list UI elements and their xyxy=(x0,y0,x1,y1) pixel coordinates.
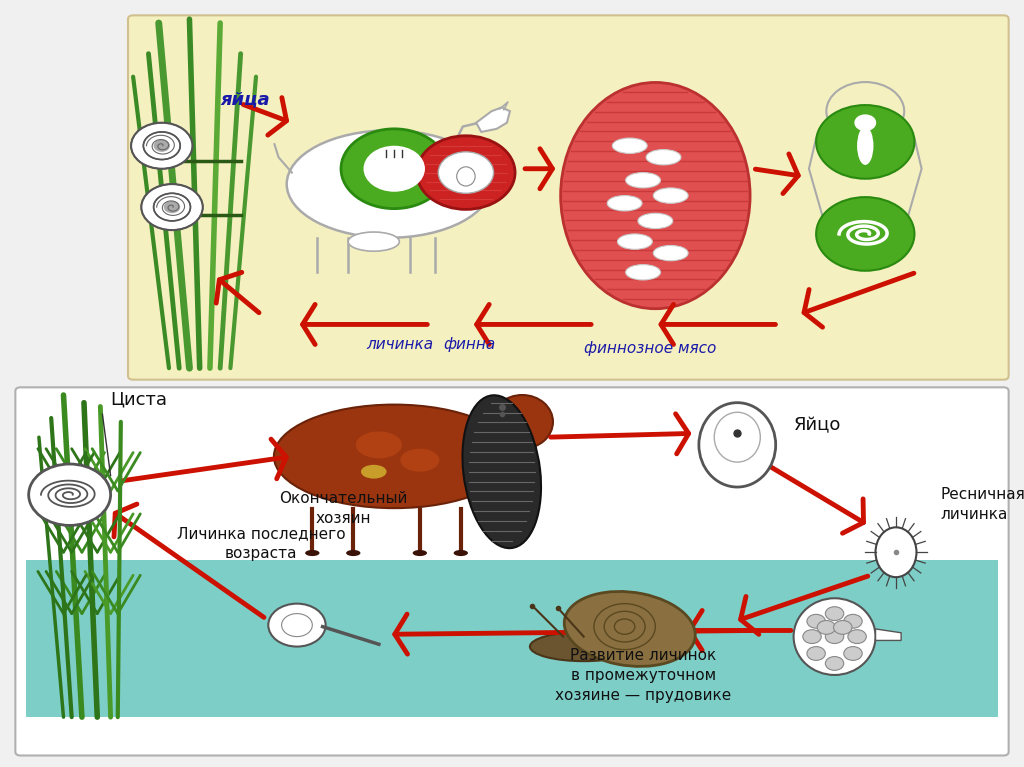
Ellipse shape xyxy=(646,150,681,165)
FancyBboxPatch shape xyxy=(26,560,998,717)
Circle shape xyxy=(803,630,821,644)
Circle shape xyxy=(844,647,862,660)
Polygon shape xyxy=(876,629,901,640)
Text: Яйцо: Яйцо xyxy=(794,416,841,435)
Circle shape xyxy=(282,614,312,637)
Ellipse shape xyxy=(530,632,637,661)
FancyBboxPatch shape xyxy=(128,15,1009,380)
Circle shape xyxy=(141,184,203,230)
Ellipse shape xyxy=(360,465,387,479)
Ellipse shape xyxy=(857,127,873,165)
Ellipse shape xyxy=(653,188,688,203)
Ellipse shape xyxy=(287,130,492,238)
Text: Ресничная
личинка: Ресничная личинка xyxy=(940,487,1024,522)
Ellipse shape xyxy=(400,449,439,472)
Circle shape xyxy=(364,146,425,192)
Circle shape xyxy=(417,136,515,209)
Circle shape xyxy=(816,197,914,271)
Circle shape xyxy=(143,132,180,160)
Ellipse shape xyxy=(274,405,514,508)
Ellipse shape xyxy=(379,153,410,184)
Ellipse shape xyxy=(454,550,468,556)
Ellipse shape xyxy=(714,413,760,462)
Polygon shape xyxy=(476,107,510,132)
Circle shape xyxy=(341,129,447,209)
FancyBboxPatch shape xyxy=(15,387,1009,755)
Ellipse shape xyxy=(561,83,750,309)
Circle shape xyxy=(825,657,844,670)
Ellipse shape xyxy=(626,173,660,188)
Ellipse shape xyxy=(876,528,916,577)
Circle shape xyxy=(29,464,111,525)
Text: Личинка последнего
возраста: Личинка последнего возраста xyxy=(177,527,345,561)
Circle shape xyxy=(825,630,844,644)
Ellipse shape xyxy=(607,196,642,211)
Ellipse shape xyxy=(638,213,673,229)
Circle shape xyxy=(154,193,190,221)
Circle shape xyxy=(825,607,844,621)
Text: Развитие личинок
в промежуточном
хозяине — прудовике: Развитие личинок в промежуточном хозяине… xyxy=(555,648,731,703)
Circle shape xyxy=(164,201,180,213)
Text: финнозное мясо: финнозное мясо xyxy=(584,341,717,356)
Text: личинка: личинка xyxy=(366,337,433,352)
Ellipse shape xyxy=(457,167,475,186)
Circle shape xyxy=(855,115,876,130)
Ellipse shape xyxy=(356,431,402,459)
Circle shape xyxy=(816,105,914,179)
Ellipse shape xyxy=(653,245,688,261)
Text: финна: финна xyxy=(442,337,496,352)
Ellipse shape xyxy=(413,550,427,556)
Circle shape xyxy=(131,123,193,169)
Ellipse shape xyxy=(698,403,776,487)
Ellipse shape xyxy=(463,395,541,548)
Ellipse shape xyxy=(626,265,660,280)
Circle shape xyxy=(154,140,170,152)
Ellipse shape xyxy=(305,550,319,556)
Ellipse shape xyxy=(794,598,876,675)
Circle shape xyxy=(848,630,866,644)
Ellipse shape xyxy=(612,138,647,153)
Text: яйца: яйца xyxy=(220,91,269,109)
Text: Окончательный
хозяин: Окончательный хозяин xyxy=(279,491,408,525)
Circle shape xyxy=(438,152,494,193)
Circle shape xyxy=(817,621,836,634)
Circle shape xyxy=(807,614,825,628)
Circle shape xyxy=(834,621,852,634)
Ellipse shape xyxy=(348,232,399,251)
Ellipse shape xyxy=(346,550,360,556)
Ellipse shape xyxy=(492,395,553,449)
Ellipse shape xyxy=(617,234,652,249)
Circle shape xyxy=(844,614,862,628)
Circle shape xyxy=(268,604,326,647)
Circle shape xyxy=(807,647,825,660)
Ellipse shape xyxy=(564,591,695,667)
Text: Циста: Циста xyxy=(111,390,168,408)
